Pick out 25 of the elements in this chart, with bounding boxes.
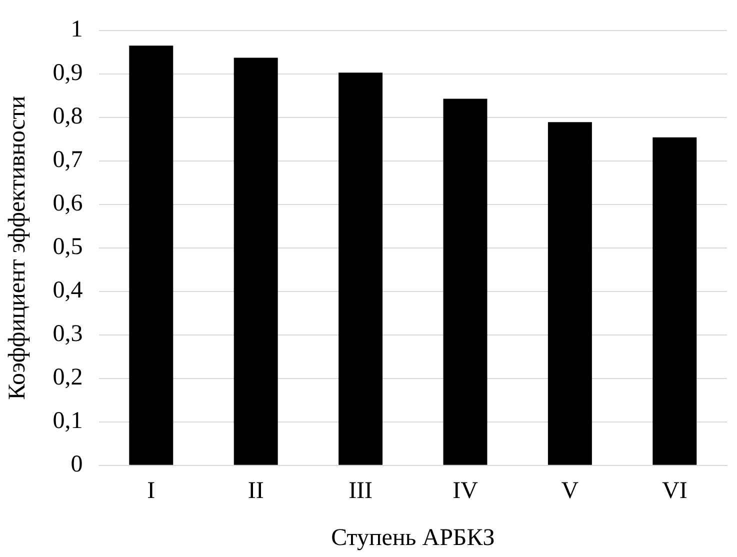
x-tick-label: II [248, 478, 264, 504]
y-tick-label: 0,2 [52, 364, 83, 391]
x-tick-label: I [147, 478, 156, 504]
y-tick-label: 0 [70, 452, 83, 478]
y-tick-label: 0,9 [52, 60, 83, 86]
x-axis-title: Ступень АРБКЗ [331, 524, 495, 551]
y-tick-label: 0,7 [52, 147, 83, 174]
y-tick-label: 0,3 [52, 321, 83, 348]
bar [443, 98, 488, 465]
y-tick-label: 0,6 [52, 190, 83, 217]
bar [652, 137, 697, 465]
x-tick-label: V [561, 478, 580, 504]
y-tick-label: 0,1 [52, 408, 83, 434]
y-tick-label: 0,8 [52, 104, 83, 130]
y-axis-title: Коэффициент эффективности [4, 96, 31, 400]
bar [129, 46, 174, 465]
bar [338, 72, 383, 465]
bar [234, 58, 278, 465]
y-tick-label: 0,5 [52, 234, 83, 260]
x-tick-label: III [348, 478, 373, 504]
y-tick-label: 0,4 [52, 278, 83, 304]
x-tick-label: VI [662, 478, 688, 504]
y-tick-label: 1 [70, 16, 83, 43]
x-tick-label: IV [452, 478, 479, 504]
bar [548, 122, 592, 465]
